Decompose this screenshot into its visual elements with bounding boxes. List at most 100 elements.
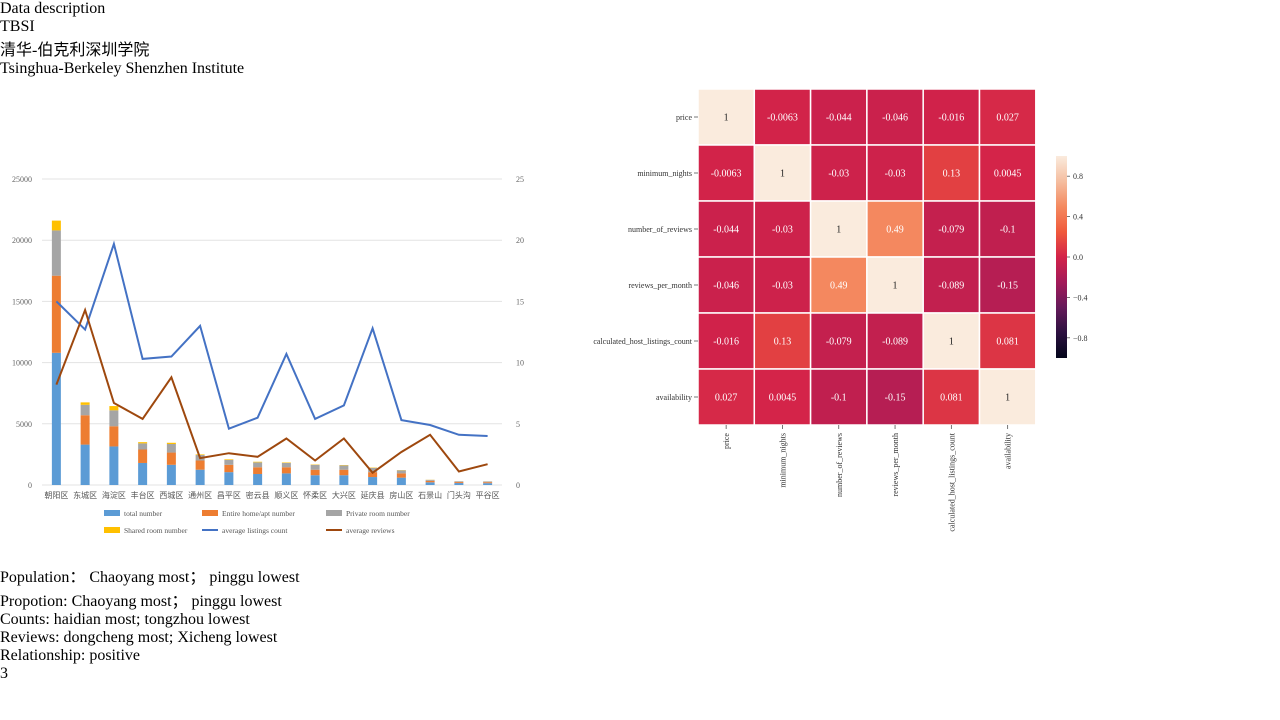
col-label: minimum_nights [778,433,787,488]
series-line [55,240,488,437]
bar-segment [109,410,119,427]
row-label: availability [656,393,692,402]
x-tick-label: 房山区 [389,490,413,500]
bar-segment [368,472,378,478]
row-label: minimum_nights [637,169,692,178]
bar-segment [138,443,148,450]
x-tick-label: 东城区 [73,490,97,500]
heatmap-cell [866,88,924,146]
cell-value-label: 0.0045 [769,393,797,404]
cell-value-label: 0.027 [715,393,738,404]
row-label: reviews_per_month [628,281,692,290]
x-tick-label: 通州区 [188,490,212,500]
cell-value-label: -0.03 [772,281,793,292]
bar-segment [195,454,205,456]
heatmap-cell [922,368,981,426]
legend-swatch [104,527,120,533]
x-tick-label: 朝阳区 [44,491,68,500]
y-tick-label: 15000 [12,297,32,306]
bar-segment [51,230,61,276]
colorbar [1056,156,1067,358]
bar-segment [339,475,349,485]
bar-segment [195,460,205,470]
bar-segment [51,352,61,485]
y-tick-label: 10000 [12,359,32,368]
cell-value-label: 1 [893,281,898,292]
col-label: price [722,433,731,449]
bar-segment [80,404,90,416]
cell-value-label: -0.016 [713,337,739,348]
heatmap-cell [809,256,868,314]
cell-value-label: 1 [949,337,954,348]
bar-segment [166,464,176,485]
y2-tick-label: 20 [516,236,524,245]
page-number: 3 [0,665,8,682]
cell-value-label: -0.15 [997,281,1018,292]
x-tick-label: 大兴区 [332,490,356,500]
bar-segment [138,462,148,485]
x-tick-label: 怀柔区 [303,490,327,500]
logo-english-name: Tsinghua-Berkeley Shenzhen Institute [0,60,245,77]
bar-segment [51,220,61,231]
x-tick-label: 海淀区 [102,490,126,500]
logo-chinese-name: 清华-伯克利深圳学院 [0,42,150,59]
cell-value-label: 0.0045 [994,169,1022,180]
cell-value-label: 0.49 [886,225,904,236]
heatmap-cell [978,144,1037,202]
x-tick-label: 延庆县 [361,490,385,500]
series-line [55,306,488,475]
x-tick-label: 平谷区 [476,491,500,500]
cell-value-label: -0.046 [713,281,739,292]
bar-segment [454,481,464,483]
col-label: number_of_reviews [835,433,844,497]
bar-segment [224,472,234,485]
legend-label: total number [124,509,163,518]
observations-list: Population： Chaoyang most； pinggu lowest… [0,563,1280,665]
heatmap-cell [922,88,981,146]
cell-value-label: -0.079 [826,337,852,348]
cell-value-label: -0.1 [831,393,847,404]
cell-value-label: 0.13 [774,337,792,348]
y2-tick-label: 25 [516,175,524,184]
legend-label: Shared room number [124,526,188,535]
heatmap-cell [866,144,924,202]
heatmap-cell [978,368,1037,426]
bar-segment [396,477,406,485]
legend-label: average listings count [222,526,288,535]
heatmap-cell [697,200,756,258]
legend-swatch [326,510,342,516]
heatmap-cell [866,200,924,258]
footer-bar: 3 [0,665,1280,683]
slide-title: Data description [0,0,106,17]
bar-segment [138,449,148,463]
x-tick-label: 密云县 [246,490,270,500]
logo-acronym: TBSI [0,18,35,35]
x-tick-label: 石景山 [418,490,442,500]
bar-segment [310,464,320,470]
bar-segment [396,473,406,478]
bar-segment [195,469,205,485]
col-label: calculated_host_listings_count [947,432,956,531]
cell-value-label: 0.13 [943,169,961,180]
cell-value-label: -0.1 [1000,225,1016,236]
colorbar-tick-label: −0.8 [1073,334,1088,343]
bar-segment [51,275,61,353]
note-line: Population： Chaoyang most； pinggu lowest [0,569,300,586]
x-tick-label: 顺义区 [274,491,298,500]
bar-segment [109,426,119,447]
bar-segment [339,469,349,476]
slide: Data description TBSI 清华-伯克利深圳学院 Tsinghu… [0,0,1280,683]
heatmap-cell [922,312,981,370]
correlation-heatmap: 1 -0.0063 -0.044 -0.046 -0.016 0.027 price -0.0… [593,88,1088,532]
y2-tick-label: 0 [516,481,520,490]
cell-value-label: -0.03 [885,169,906,180]
legend-label: Private room number [346,509,410,518]
y2-tick-label: 15 [516,297,524,306]
bar-segment [368,477,378,485]
cell-value-label: 0.081 [940,393,963,404]
bar-segment [310,469,320,476]
bar-segment [166,452,176,465]
bar-segment [166,443,176,453]
bar-segment [80,415,90,445]
colorbar-tick-label: 0.8 [1073,172,1083,181]
